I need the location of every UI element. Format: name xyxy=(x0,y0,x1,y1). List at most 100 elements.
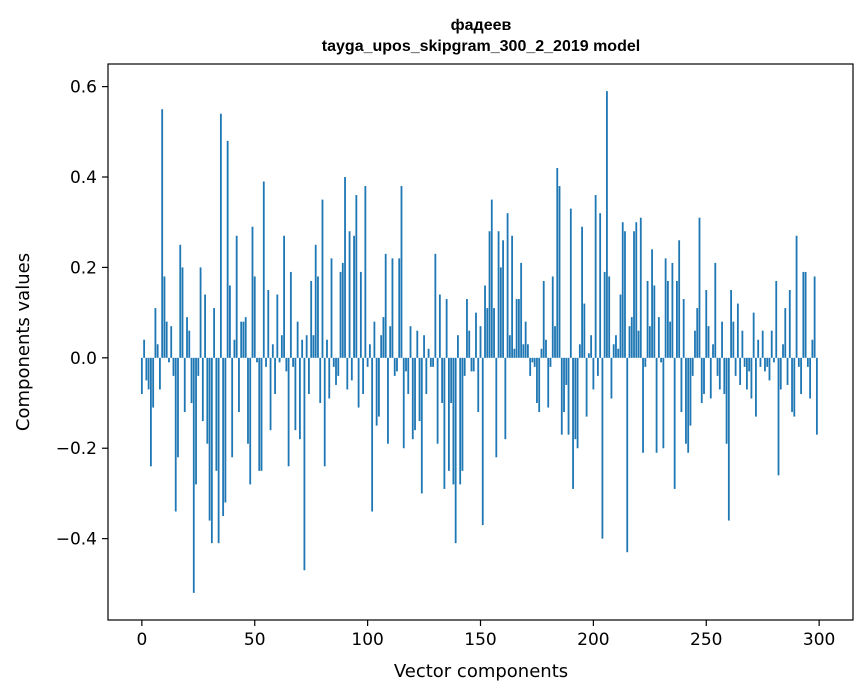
bar xyxy=(147,357,150,390)
bar xyxy=(373,321,376,358)
bar xyxy=(642,357,644,453)
bar xyxy=(508,335,511,358)
bar xyxy=(734,357,737,376)
bar xyxy=(574,357,577,440)
bar xyxy=(190,357,193,404)
bar xyxy=(387,357,389,444)
bar xyxy=(533,357,536,367)
y-tick-label: 0.4 xyxy=(70,168,97,188)
bar xyxy=(366,357,369,367)
bar xyxy=(495,357,498,458)
bar xyxy=(506,213,509,358)
bar xyxy=(445,299,448,358)
bar xyxy=(786,357,789,385)
bar xyxy=(709,357,712,399)
bar xyxy=(748,357,751,372)
bar xyxy=(662,357,665,449)
bar xyxy=(321,199,324,358)
bar xyxy=(813,276,816,358)
bar xyxy=(206,357,209,444)
bar xyxy=(260,357,263,471)
bar xyxy=(513,348,516,358)
bar xyxy=(752,312,755,358)
y-tick-label: 0.6 xyxy=(70,78,97,98)
bar xyxy=(556,167,559,358)
bar xyxy=(484,285,486,358)
bar xyxy=(601,357,604,539)
bar xyxy=(676,280,678,358)
bar xyxy=(463,357,466,376)
bar xyxy=(364,186,367,358)
bar xyxy=(140,357,143,394)
bar xyxy=(312,335,315,358)
bar xyxy=(784,308,787,358)
bar xyxy=(515,299,518,358)
bar xyxy=(542,280,545,358)
bar xyxy=(511,235,514,358)
bar xyxy=(278,357,281,363)
bar xyxy=(283,235,285,358)
bar xyxy=(204,294,206,358)
bar xyxy=(504,357,507,440)
bar xyxy=(793,357,796,417)
bar xyxy=(468,330,471,358)
bar xyxy=(493,308,495,358)
bar xyxy=(199,267,202,358)
bar xyxy=(727,357,730,521)
bar xyxy=(457,335,459,358)
bar xyxy=(547,357,550,408)
bar xyxy=(378,357,380,417)
bar xyxy=(289,271,292,358)
bar xyxy=(447,357,450,471)
bar xyxy=(353,235,355,358)
bar xyxy=(551,276,554,358)
bar xyxy=(624,231,626,358)
bar xyxy=(655,357,658,453)
bar xyxy=(355,195,358,358)
bar xyxy=(646,280,649,358)
bar xyxy=(143,339,146,358)
bar xyxy=(583,303,586,358)
bar xyxy=(310,280,313,358)
bar xyxy=(328,357,331,399)
bar xyxy=(811,339,814,358)
bar xyxy=(224,357,227,503)
bar xyxy=(159,357,161,390)
bar xyxy=(538,357,541,413)
bar xyxy=(788,290,791,358)
bar xyxy=(809,357,812,399)
bar xyxy=(226,140,229,358)
bar xyxy=(292,357,295,367)
bar xyxy=(664,258,667,358)
bar xyxy=(657,317,660,358)
bar xyxy=(375,357,378,426)
bar xyxy=(317,276,319,358)
bar xyxy=(427,348,430,358)
bar xyxy=(391,258,394,358)
bar xyxy=(382,317,385,358)
bar xyxy=(296,321,299,358)
bar xyxy=(434,253,437,358)
bar xyxy=(795,235,798,358)
bar xyxy=(420,357,423,494)
bar xyxy=(298,357,301,440)
bar xyxy=(170,326,173,358)
bar xyxy=(256,357,258,363)
bar xyxy=(497,231,500,358)
bar xyxy=(181,267,184,358)
bar xyxy=(253,276,256,358)
bar xyxy=(585,357,588,417)
bar xyxy=(700,357,703,404)
bar xyxy=(337,357,340,376)
bar xyxy=(770,330,773,358)
bar xyxy=(346,357,349,390)
bar xyxy=(233,339,236,358)
bar xyxy=(558,186,561,358)
y-tick-label: −0.4 xyxy=(56,530,97,550)
bar xyxy=(560,357,563,435)
bar xyxy=(764,357,766,372)
bar xyxy=(308,357,310,394)
bar xyxy=(470,357,473,372)
bar xyxy=(619,294,622,358)
bar xyxy=(287,357,290,467)
